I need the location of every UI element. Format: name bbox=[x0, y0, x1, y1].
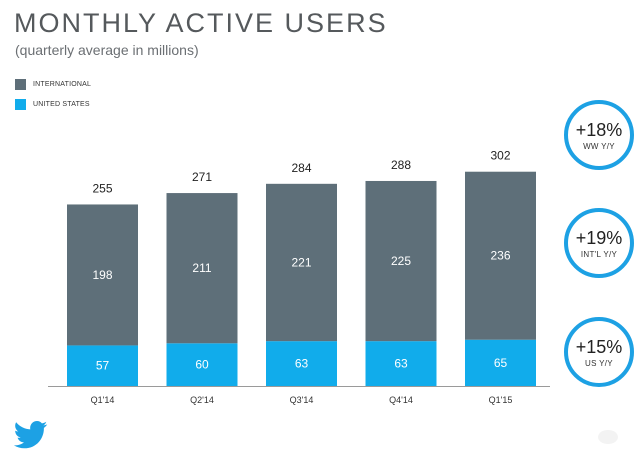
twitter-bird-icon bbox=[14, 421, 48, 449]
legend-label-international: INTERNATIONAL bbox=[33, 81, 92, 88]
x-tick-label: Q1'15 bbox=[489, 395, 513, 405]
badge-ww-value: +18% bbox=[575, 119, 623, 140]
x-tick-label: Q4'14 bbox=[389, 395, 413, 405]
corner-decoration bbox=[598, 430, 618, 444]
badge-us-growth: +15% US Y/Y bbox=[564, 317, 634, 387]
badge-us-value: +15% bbox=[575, 336, 623, 357]
chart-legend: INTERNATIONAL UNITED STATES bbox=[15, 79, 91, 119]
badge-ww-growth: +18% WW Y/Y bbox=[564, 100, 634, 170]
x-tick-label: Q3'14 bbox=[290, 395, 314, 405]
legend-label-united-states: UNITED STATES bbox=[33, 101, 90, 108]
legend-item-international: INTERNATIONAL bbox=[15, 79, 91, 90]
bar-international bbox=[365, 180, 437, 342]
bar-international bbox=[67, 204, 138, 346]
data-label-international: 221 bbox=[291, 255, 311, 269]
bar-international bbox=[166, 193, 238, 344]
legend-item-united-states: UNITED STATES bbox=[15, 99, 91, 110]
badge-ww-label: WW Y/Y bbox=[583, 141, 615, 151]
bar-united-states bbox=[465, 339, 536, 386]
data-label-united-states: 57 bbox=[96, 359, 110, 373]
legend-swatch-international bbox=[15, 79, 26, 90]
data-label-united-states: 65 bbox=[494, 356, 508, 370]
page-title: MONTHLY ACTIVE USERS bbox=[14, 8, 388, 38]
data-label-international: 225 bbox=[391, 254, 411, 268]
badge-intl-label: INT'L Y/Y bbox=[580, 249, 618, 259]
page-subtitle: (quarterly average in millions) bbox=[15, 42, 199, 58]
bar-international bbox=[266, 183, 337, 342]
bar-united-states bbox=[266, 341, 337, 386]
data-label-united-states: 63 bbox=[295, 357, 309, 371]
bar-international bbox=[465, 171, 536, 340]
data-label-total: 255 bbox=[92, 181, 112, 195]
data-label-united-states: 63 bbox=[394, 357, 408, 371]
data-label-united-states: 60 bbox=[195, 358, 209, 372]
data-label-total: 271 bbox=[192, 170, 212, 184]
data-label-international: 211 bbox=[192, 261, 211, 275]
bar-united-states bbox=[166, 343, 238, 386]
badge-us-label: US Y/Y bbox=[585, 358, 613, 368]
bar-united-states bbox=[365, 341, 437, 386]
data-label-total: 288 bbox=[391, 158, 411, 172]
data-label-total: 284 bbox=[291, 161, 311, 175]
legend-swatch-united-states bbox=[15, 99, 26, 110]
bar-united-states bbox=[67, 345, 138, 386]
badge-intl-value: +19% bbox=[575, 227, 623, 248]
x-tick-label: Q1'14 bbox=[91, 395, 115, 405]
data-label-total: 302 bbox=[490, 149, 510, 163]
data-label-international: 198 bbox=[92, 268, 112, 282]
badge-intl-growth: +19% INT'L Y/Y bbox=[564, 208, 634, 278]
data-label-international: 236 bbox=[490, 249, 510, 263]
x-tick-label: Q2'14 bbox=[190, 395, 214, 405]
